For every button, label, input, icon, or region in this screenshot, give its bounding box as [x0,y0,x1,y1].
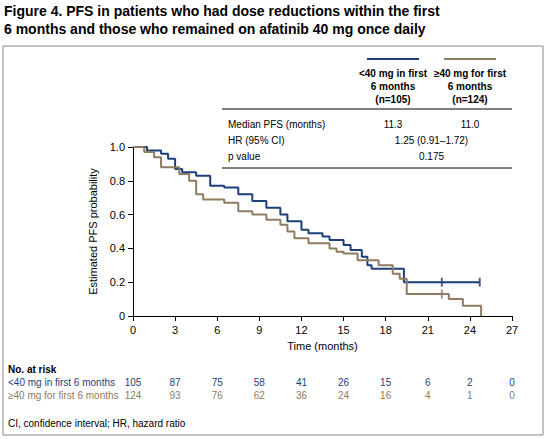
svg-text:12: 12 [295,324,307,336]
svg-text:0: 0 [119,310,125,322]
svg-text:Median PFS (months): Median PFS (months) [228,119,325,130]
svg-text:0.8: 0.8 [110,175,125,187]
svg-text:6: 6 [214,324,220,336]
svg-text:(n=124): (n=124) [452,94,487,105]
svg-text:0: 0 [509,390,515,401]
svg-text:No. at risk: No. at risk [8,364,57,375]
svg-text:26: 26 [338,377,350,388]
svg-text:HR (95% CI): HR (95% CI) [228,135,285,146]
svg-text:15: 15 [380,377,392,388]
svg-text:0.2: 0.2 [110,276,125,288]
svg-text:27: 27 [506,324,518,336]
svg-text:0: 0 [130,324,136,336]
svg-text:Estimated PFS probability: Estimated PFS probability [87,168,99,295]
svg-text:0.6: 0.6 [110,209,125,221]
svg-text:11.3: 11.3 [384,119,403,130]
svg-text:36: 36 [296,390,308,401]
svg-text:18: 18 [380,324,392,336]
svg-text:9: 9 [256,324,262,336]
svg-text:24: 24 [464,324,476,336]
svg-text:16: 16 [380,390,392,401]
svg-text:0.175: 0.175 [419,151,444,162]
svg-text:15: 15 [337,324,349,336]
svg-text:24: 24 [338,390,350,401]
svg-text:76: 76 [212,390,224,401]
svg-text:6 months: 6 months [448,81,493,92]
svg-text:1.0: 1.0 [110,141,125,153]
svg-text:6 months and those who remaine: 6 months and those who remained on afati… [4,21,426,37]
svg-text:(n=105): (n=105) [375,94,410,105]
svg-text:124: 124 [125,390,142,401]
svg-text:93: 93 [170,390,182,401]
svg-text:2: 2 [467,377,473,388]
svg-text:87: 87 [170,377,182,388]
svg-text:≥40 mg for first: ≥40 mg for first [434,68,507,79]
svg-text:62: 62 [254,390,266,401]
svg-text:6: 6 [425,377,431,388]
svg-text:4: 4 [425,390,431,401]
svg-text:Figure 4. PFS in patients who: Figure 4. PFS in patients who had dose r… [4,3,440,19]
svg-text:p value: p value [228,151,261,162]
svg-text:Time (months): Time (months) [287,340,358,352]
svg-text:CI, confidence interval; HR, h: CI, confidence interval; HR, hazard rati… [8,418,186,429]
svg-text:41: 41 [296,377,308,388]
svg-text:21: 21 [422,324,434,336]
svg-text:<40 mg in first: <40 mg in first [359,68,428,79]
svg-text:105: 105 [125,377,142,388]
svg-text:1: 1 [467,390,473,401]
svg-text:11.0: 11.0 [461,119,480,130]
svg-text:58: 58 [254,377,266,388]
svg-text:6 months: 6 months [371,81,416,92]
svg-text:1.25 (0.91–1.72): 1.25 (0.91–1.72) [395,135,468,146]
svg-text:0: 0 [509,377,515,388]
svg-text:<40 mg in first 6 months: <40 mg in first 6 months [8,377,115,388]
svg-text:0.4: 0.4 [110,242,125,254]
svg-text:75: 75 [212,377,224,388]
svg-text:3: 3 [172,324,178,336]
svg-text:≥40 mg for first 6 months: ≥40 mg for first 6 months [8,390,119,401]
